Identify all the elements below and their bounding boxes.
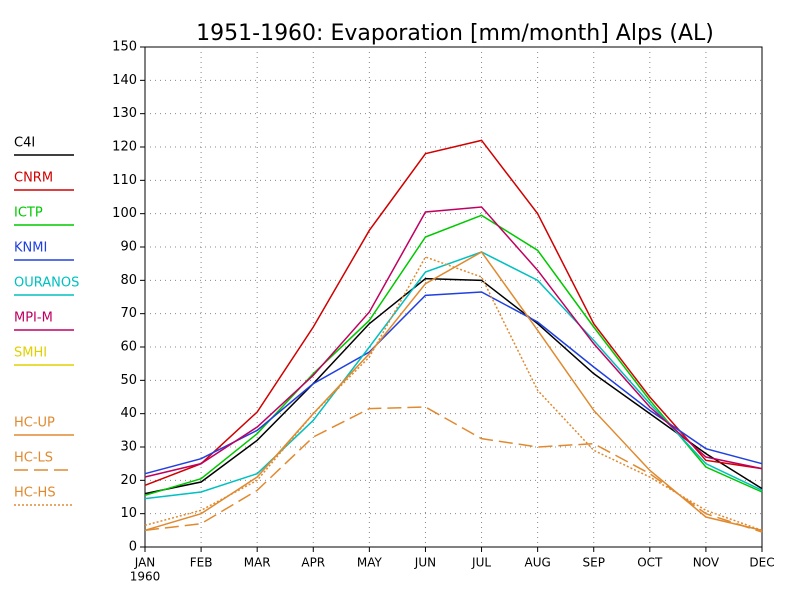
legend-label: OURANOS	[14, 276, 79, 291]
series-line	[144, 251, 763, 532]
legend-label: HC-UP	[14, 416, 55, 431]
y-tick-label: 10	[120, 506, 137, 521]
legend-label: ICTP	[14, 206, 43, 221]
y-tick-label: 140	[112, 73, 137, 88]
x-tick-label: JUL	[471, 556, 491, 570]
y-tick-label: 80	[120, 273, 137, 288]
x-tick-label: OCT	[637, 556, 663, 570]
y-tick-label: 110	[112, 173, 137, 188]
y-tick-label: 70	[120, 306, 137, 321]
series-line	[144, 214, 763, 497]
x-tick-label: JAN	[134, 556, 156, 570]
y-tick-label: 90	[120, 240, 137, 255]
x-tick-label: MAY	[357, 556, 383, 570]
y-tick-label: 120	[112, 140, 137, 155]
x-tick-label: NOV	[693, 556, 720, 570]
legend-label: C4I	[14, 136, 35, 151]
series-line	[144, 291, 763, 475]
y-tick-label: 150	[112, 40, 137, 55]
series-line	[144, 406, 763, 533]
y-tick-label: 100	[112, 206, 137, 221]
x-tick-label: AUG	[524, 556, 550, 570]
legend-label: CNRM	[14, 171, 53, 186]
chart-title: 1951-1960: Evaporation [mm/month] Alps (…	[196, 21, 714, 46]
legend-label: SMHI	[14, 346, 47, 361]
y-tick-label: 130	[112, 106, 137, 121]
x-tick-label: DEC	[749, 556, 774, 570]
y-tick-label: 40	[120, 406, 137, 421]
series-line	[144, 206, 763, 478]
x-year-label: 1960	[130, 570, 161, 584]
legend-label: HC-LS	[14, 451, 53, 466]
legend-label: HC-HS	[14, 486, 56, 501]
series-line	[144, 139, 763, 487]
y-tick-label: 50	[120, 373, 137, 388]
series-line	[144, 277, 763, 495]
y-tick-label: 60	[120, 340, 137, 355]
plot-frame	[144, 46, 763, 548]
legend-label: MPI-M	[14, 311, 53, 326]
x-tick-label: FEB	[190, 556, 213, 570]
x-tick-label: APR	[301, 556, 325, 570]
y-tick-label: 0	[129, 540, 137, 555]
legend-label: KNMI	[14, 241, 47, 256]
x-tick-label: JUN	[414, 556, 436, 570]
y-tick-label: 30	[120, 440, 137, 455]
x-tick-label: SEP	[583, 556, 605, 570]
series-line	[144, 256, 763, 532]
series-line	[144, 251, 763, 500]
x-tick-label: MAR	[244, 556, 271, 570]
y-tick-label: 20	[120, 473, 137, 488]
